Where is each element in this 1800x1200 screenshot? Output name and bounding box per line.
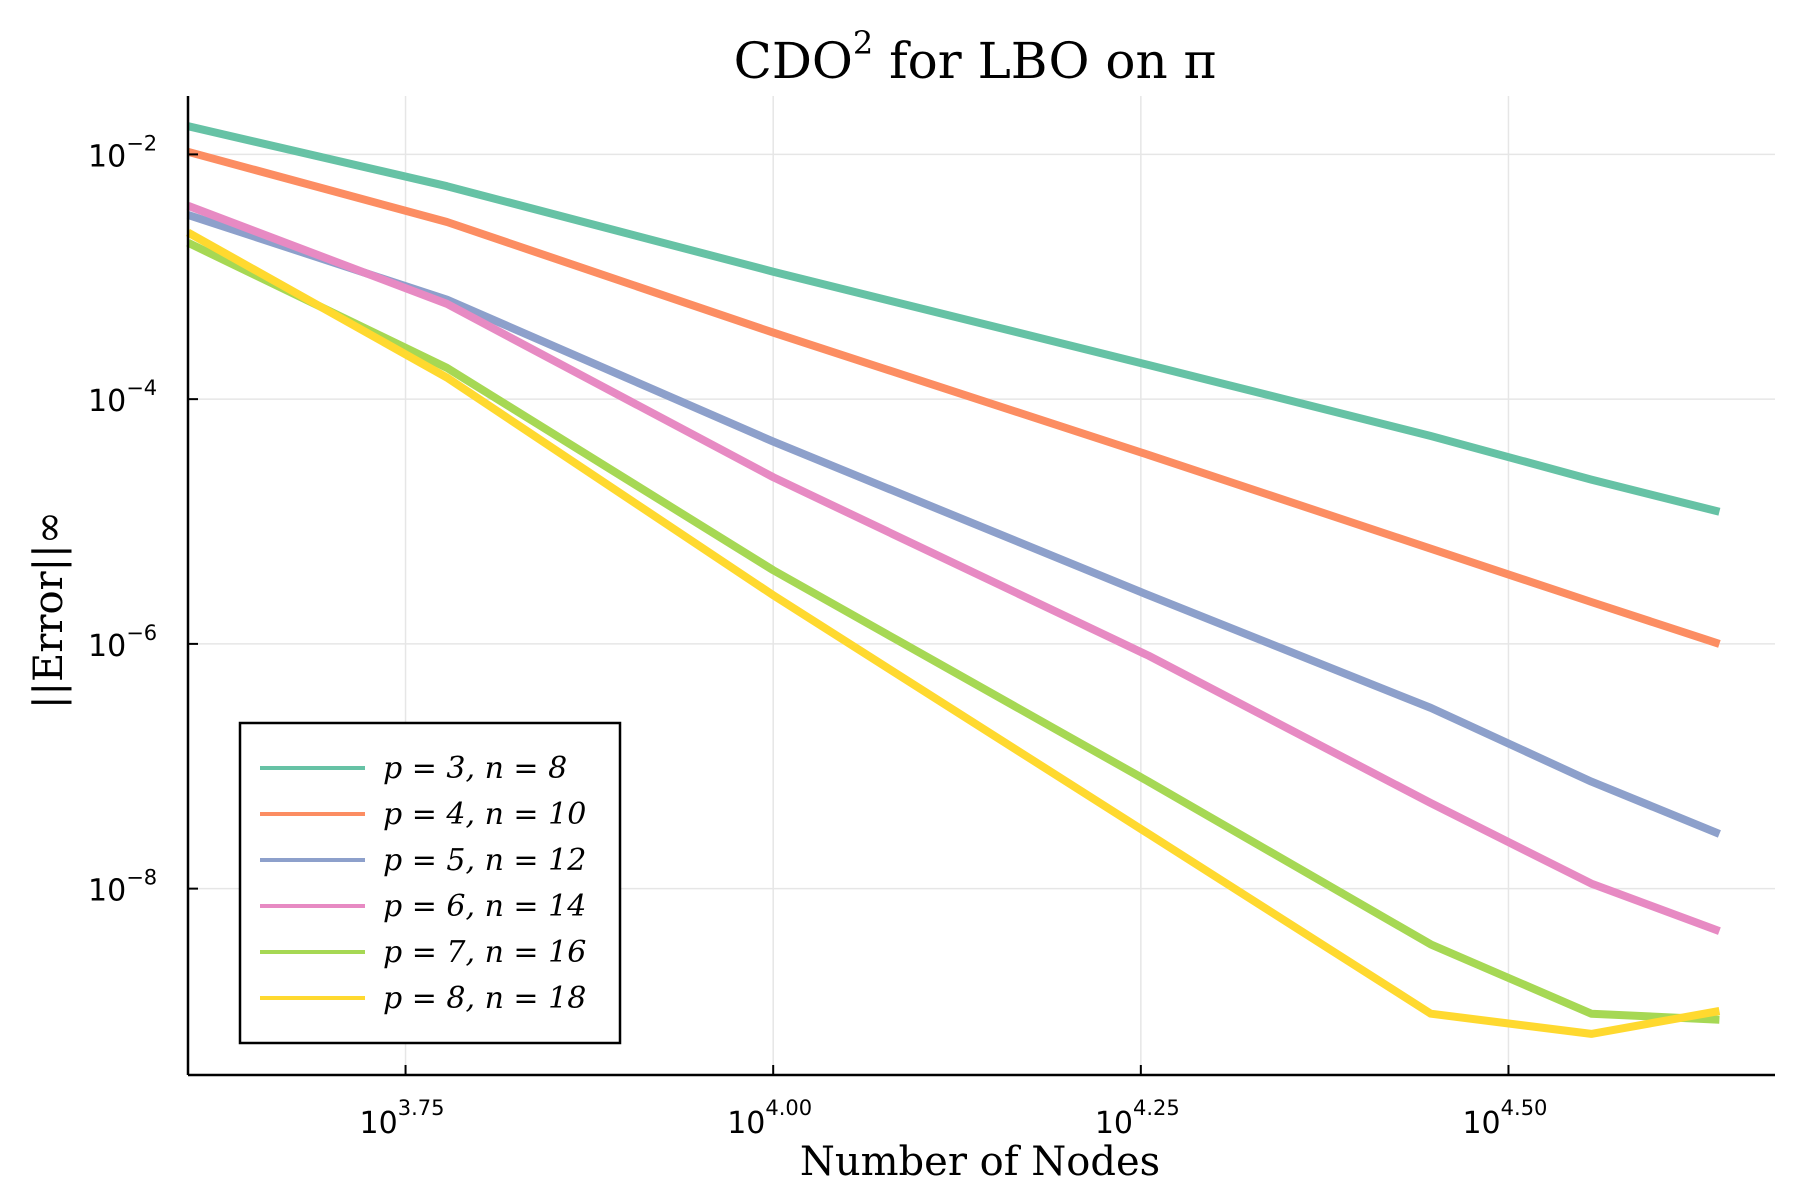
legend-label: p = 4, n = 10: [383, 797, 586, 832]
axes: 103.75 104.00 104.25 104.50 10−2 10−4 10−6 10−8: [88, 96, 1775, 1141]
series-line-2: [186, 147, 1721, 648]
legend: p = 3, n = 8 p = 4, n = 10 p = 5, n = 12 p …: [238, 721, 622, 1045]
y-tick-label: 10−8: [88, 866, 157, 909]
legend-label: p = 7, n = 16: [383, 935, 586, 970]
series-line-4: [186, 202, 1721, 935]
chart-title-sup: 2: [853, 24, 873, 62]
legend-label: p = 8, n = 18: [383, 981, 586, 1016]
chart-title-rest: for LBO on π: [873, 32, 1216, 90]
y-axis-label: ||Error||∞: [26, 511, 72, 709]
series-line-5: [186, 239, 1720, 1024]
y-tick-label: 10−6: [88, 621, 157, 664]
legend-label: p = 3, n = 8: [383, 751, 567, 786]
x-axis-label: Number of Nodes: [800, 1139, 1160, 1185]
y-tick-label: 10−4: [88, 376, 157, 419]
series-line-6: [186, 229, 1721, 1038]
legend-label: p = 6, n = 14: [383, 889, 586, 924]
x-tick-label: 103.75: [360, 1096, 445, 1141]
x-tick-label: 104.50: [1462, 1096, 1547, 1141]
y-tick-label: 10−2: [88, 131, 157, 174]
series-line-1: [187, 122, 1721, 516]
legend-box: [238, 721, 622, 1045]
chart-title: CDO2 for LBO on π: [734, 24, 1217, 90]
series-lines: [186, 122, 1721, 1038]
x-tick-label: 104.00: [727, 1096, 812, 1141]
legend-label: p = 5, n = 12: [383, 843, 586, 878]
x-tick-label: 104.25: [1095, 1096, 1180, 1141]
chart-title-main: CDO: [734, 32, 853, 90]
